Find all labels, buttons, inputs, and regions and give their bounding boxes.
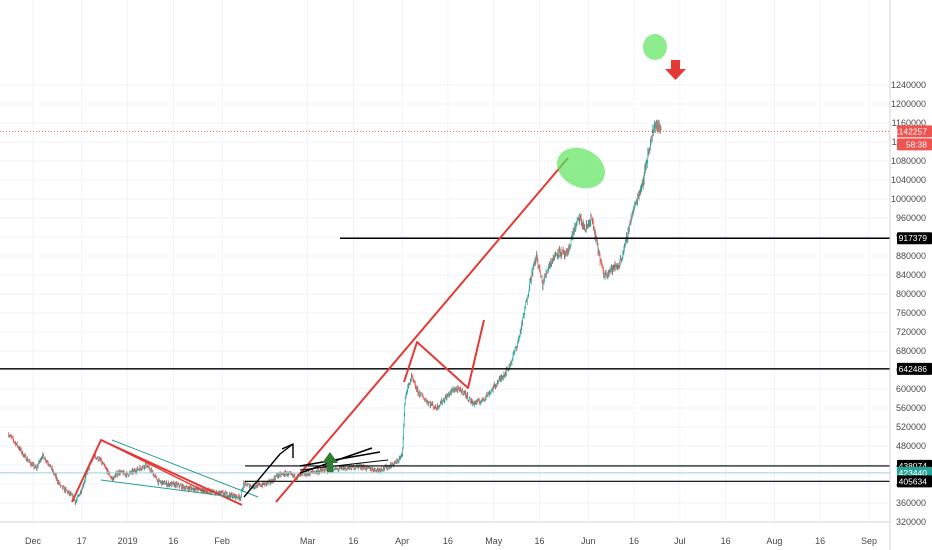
- y-tick-label: 560000: [896, 403, 926, 413]
- y-tick-label: 600000: [896, 384, 926, 394]
- y-tick-label: 760000: [896, 308, 926, 318]
- level-tag-high-bg: [897, 232, 932, 245]
- grid: [0, 0, 890, 523]
- y-tick-label: 1080000: [891, 156, 926, 166]
- x-tick-label: Sep: [861, 536, 877, 546]
- y-tick-label: 1160000: [892, 118, 926, 128]
- x-tick-label: Mar: [300, 536, 316, 546]
- y-tick-label: 320000: [896, 517, 926, 527]
- trend-line: [275, 157, 569, 503]
- level-tag-low3: 405634: [899, 476, 928, 486]
- last-price-tag: 1142257: [895, 126, 928, 136]
- x-tick-label: Aug: [766, 536, 782, 546]
- y-tick-label: 1000000: [891, 194, 926, 204]
- countdown-tag-bg: [897, 138, 932, 151]
- up-arrow-icon: [322, 452, 338, 472]
- y-tick-label: 1040000: [891, 175, 926, 185]
- y-tick-label: 480000: [896, 441, 926, 451]
- channel-line: [299, 451, 381, 467]
- y-tick-label: 1240000: [891, 80, 926, 90]
- candles: [8, 119, 662, 505]
- x-tick-label: Dec: [25, 536, 42, 546]
- y-tick-label: 520000: [896, 422, 926, 432]
- level-tag-low2: 423440: [899, 468, 928, 478]
- x-tick-label: 2019: [118, 536, 138, 546]
- x-tick-label: 16: [443, 536, 453, 546]
- x-tick-label: Feb: [214, 536, 230, 546]
- level-tag-high: 917379: [899, 233, 928, 243]
- last-price-tag-bg: [897, 125, 932, 138]
- level-tag-low3-bg: [897, 475, 932, 488]
- highlight-ellipse: [556, 147, 606, 189]
- level-tag-mid-bg: [897, 362, 932, 375]
- y-tick-label: 840000: [896, 270, 926, 280]
- x-tick-label: 16: [629, 536, 639, 546]
- countdown-tag: 58:38: [906, 139, 928, 149]
- x-tick-label: 16: [348, 536, 358, 546]
- level-tag-mid: 642486: [899, 364, 928, 374]
- wedge-line: [111, 439, 259, 498]
- x-tick-label: 16: [168, 536, 178, 546]
- x-tick-label: 16: [534, 536, 544, 546]
- y-tick-label: 1200000: [891, 99, 926, 109]
- y-tick-label: 880000: [896, 251, 926, 261]
- x-tick-label: 17: [77, 536, 87, 546]
- price-tags: 1142257 58:38 917379 642486 4380744234404056…: [895, 125, 932, 488]
- x-tick-label: May: [485, 536, 503, 546]
- y-tick-label: 960000: [896, 213, 926, 223]
- x-tick-label: Jun: [581, 536, 596, 546]
- x-axis[interactable]: Dec 17 2019 16 Feb Mar 16 Apr 16 May 16 Jun 16 Jul 16 A…: [25, 536, 877, 546]
- y-tick-label: 800000: [896, 289, 926, 299]
- level-tag-low1: 438074: [899, 461, 928, 471]
- wedge-line: [100, 479, 241, 499]
- arrow-head: [281, 443, 294, 450]
- down-arrow-icon: [665, 60, 686, 80]
- y-tick-label: 680000: [896, 346, 926, 356]
- x-tick-label: 16: [721, 536, 731, 546]
- x-tick-label: 16: [815, 536, 825, 546]
- y-tick-label: 720000: [896, 327, 926, 337]
- trend-drawings: [71, 34, 686, 506]
- x-tick-label: Jul: [674, 536, 686, 546]
- trend-line: [100, 439, 211, 495]
- arrow-line: [243, 443, 294, 498]
- x-tick-label: Apr: [395, 536, 409, 546]
- y-tick-label: 360000: [896, 498, 926, 508]
- trend-line: [403, 319, 485, 389]
- channel-line: [299, 459, 389, 471]
- horizontal-levels: [0, 131, 890, 482]
- highlight-ellipse: [643, 34, 667, 60]
